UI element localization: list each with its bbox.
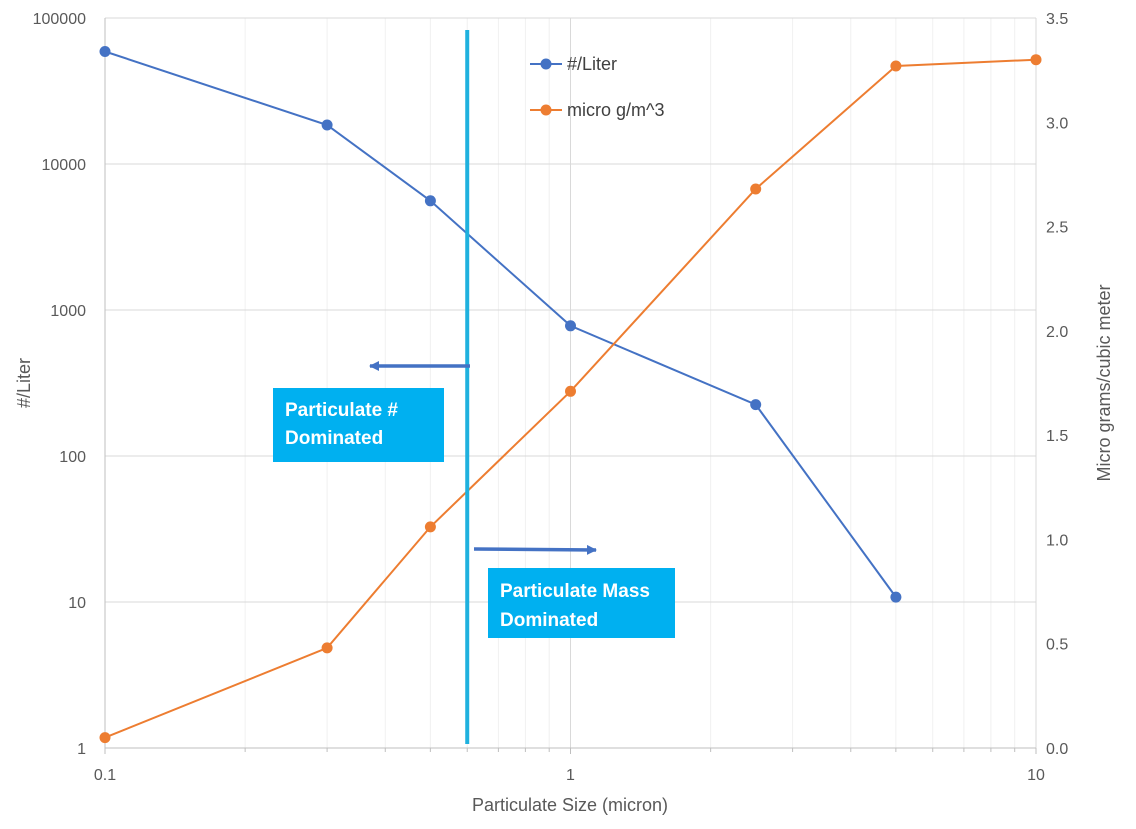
left-y-tick-label: 100000	[33, 11, 86, 28]
series-1-point-4	[750, 183, 762, 195]
series-1-point-6	[1030, 54, 1042, 66]
series-1-point-2	[424, 521, 436, 533]
series-1-point-5	[890, 60, 902, 72]
series-0-point-3	[565, 320, 576, 332]
x-tick-label: 1	[566, 767, 575, 784]
right-y-tick-label: 1.0	[1046, 532, 1068, 549]
series-0-point-1	[321, 119, 333, 131]
series-0-point-0	[99, 46, 111, 57]
right-arrow	[473, 544, 597, 555]
series-0-point-5	[890, 591, 902, 603]
x-tick-label: 0.1	[94, 767, 116, 784]
series-0-point-4	[750, 399, 762, 411]
left-annotation-box	[273, 388, 444, 462]
right-annotation-line1: Particulate Mass	[500, 581, 650, 602]
legend-label-mass: micro g/m^3	[567, 100, 664, 120]
right-y-tick-label: 0.5	[1046, 637, 1068, 654]
left-annotation-line2: Dominated	[285, 428, 383, 449]
left-y-tick-labels: 1 10 100 1000 10000 100000	[33, 11, 86, 758]
right-annotation-box	[488, 568, 675, 638]
right-annotation-line2: Dominated	[500, 610, 598, 631]
left-annotation-line1: Particulate #	[285, 400, 398, 421]
legend-marker-liter	[540, 58, 552, 70]
series-0-point-2	[424, 195, 436, 207]
left-y-tick-label: 1000	[50, 303, 86, 320]
right-y-tick-label: 3.0	[1046, 115, 1068, 132]
series-1-point-1	[321, 642, 333, 654]
left-y-tick-label: 10	[68, 595, 86, 612]
left-y-axis-title: #/Liter	[14, 358, 34, 408]
series-1-point-0	[99, 732, 111, 744]
legend: #/Liter micro g/m^3	[530, 54, 664, 120]
left-y-tick-label: 10000	[42, 157, 87, 174]
series-1-point-3	[565, 385, 576, 397]
series-line-0	[104, 50, 897, 598]
right-y-tick-label: 2.5	[1046, 220, 1068, 237]
right-y-tick-labels: 0.0 0.5 1.0 1.5 2.0 2.5 3.0 3.5	[1046, 11, 1068, 758]
legend-marker-mass	[540, 104, 552, 116]
left-y-tick-label: 1	[77, 741, 86, 758]
right-y-tick-label: 2.0	[1046, 324, 1068, 341]
right-y-axis-title: Micro grams/cubic meter	[1094, 284, 1114, 481]
x-tick-labels: 0.1 1 10	[94, 767, 1045, 784]
x-tick-label: 10	[1027, 767, 1045, 784]
right-y-tick-label: 3.5	[1046, 11, 1068, 28]
legend-label-liter: #/Liter	[567, 54, 617, 74]
series	[99, 46, 1042, 744]
right-y-tick-label: 0.0	[1046, 741, 1068, 758]
right-y-tick-label: 1.5	[1046, 428, 1068, 445]
left-y-tick-label: 100	[59, 449, 86, 466]
x-axis-title: Particulate Size (micron)	[472, 795, 668, 815]
